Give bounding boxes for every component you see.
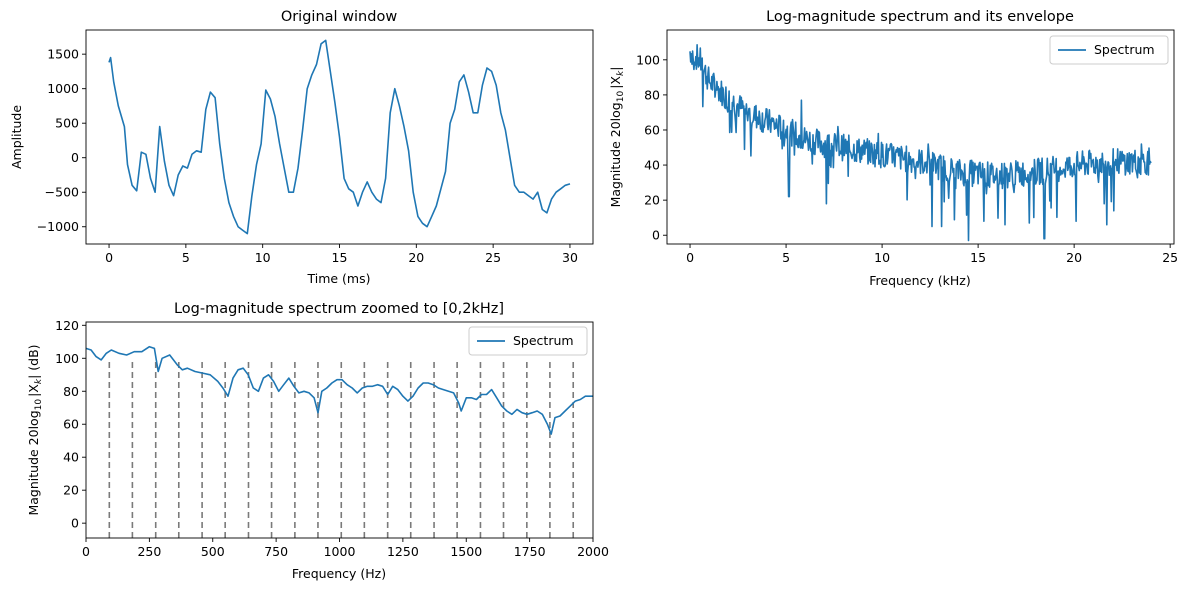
panel-3-title: Log-magnitude spectrum zoomed to [0,2kHz… (174, 301, 504, 317)
panel-3-x-tick-label: 1250 (387, 544, 419, 559)
panel-3-legend: Spectrum (468, 326, 588, 356)
panel-1-xlabel: Time (ms) (306, 271, 370, 286)
panel-1-x-tick-label: 30 (562, 250, 578, 265)
panel-3-ylabel-main: Magnitude 20log (26, 410, 41, 515)
panel-3-x-tick-label: 2000 (577, 544, 609, 559)
panel-3-y-tick-label: 120 (55, 318, 79, 333)
panel-1-y-tick-label: −1000 (37, 219, 79, 234)
panel-2-x-tick-label: 25 (1162, 250, 1178, 265)
panel-2-xlabel: Frequency (kHz) (869, 273, 971, 288)
panel-2-spectrum-line (689, 43, 1152, 242)
panel-2-x-tick-label: 20 (1066, 250, 1082, 265)
panel-1-y-tick-label: 500 (55, 116, 79, 131)
panel-3-x-tick-label: 500 (201, 544, 225, 559)
panel-1-x-tick-label: 15 (332, 250, 348, 265)
panel-3-x-tick-label: 1500 (450, 544, 482, 559)
panel-3-y-tick-label: 40 (63, 450, 79, 465)
panel-3-ylabel-tail: |X (26, 384, 41, 397)
panel-2-ylabel: Magnitude 20log10 |Xk| (608, 67, 626, 208)
panel-3-y-tick-label: 100 (55, 351, 79, 366)
panel-3-x-tick-label: 1750 (514, 544, 546, 559)
panel-1-y-ticks: −1000 −500 0 500 1000 1500 (37, 47, 86, 234)
panel-3-x-tick-label: 1000 (324, 544, 356, 559)
panel-2-ylabel-k: k (616, 70, 626, 76)
panel-1-y-tick-label: −500 (45, 185, 79, 200)
panel-2-y-tick-label: 80 (644, 87, 660, 102)
panel-2-y-ticks: 0 20 40 60 80 100 (636, 52, 667, 243)
panel-log-magnitude-spectrum: Log-magnitude spectrum and its envelope … (608, 9, 1178, 288)
panel-1-x-ticks: 0 5 10 15 20 25 30 (105, 244, 578, 265)
panel-2-x-ticks: 0 5 10 15 20 25 (686, 244, 1178, 265)
panel-3-ylabel: Magnitude 20log10 |Xk| (dB) (26, 344, 44, 515)
panel-2-x-tick-label: 10 (874, 250, 890, 265)
panel-2-series (689, 43, 1152, 242)
panel-3-harmonic-lines (108, 358, 575, 538)
panel-2-legend-box (1049, 35, 1169, 65)
panel-3-series (85, 345, 593, 435)
panel-3-legend-label: Spectrum (513, 333, 574, 348)
panel-2-x-tick-label: 5 (782, 250, 790, 265)
panel-1-signal-line (108, 39, 571, 235)
panel-1-axes-frame (85, 29, 594, 245)
panel-2-y-tick-label: 40 (644, 158, 660, 173)
panel-1-x-tick-label: 25 (485, 250, 501, 265)
panel-3-y-tick-label: 80 (63, 384, 79, 399)
panel-2-legend-label: Spectrum (1094, 42, 1155, 57)
panel-2-y-tick-label: 20 (644, 193, 660, 208)
panel-1-x-tick-label: 20 (408, 250, 424, 265)
panel-3-ylabel-k: k (34, 378, 44, 384)
panel-2-y-tick-label: 0 (652, 228, 660, 243)
panel-3-y-tick-label: 60 (63, 417, 79, 432)
panel-2-legend: Spectrum (1049, 35, 1169, 65)
panel-3-ylabel-sub: 10 (34, 399, 44, 411)
panel-3-x-ticks: 0 250 500 750 1000 1250 1500 1750 2000 (82, 538, 609, 559)
panel-1-y-tick-label: 1000 (47, 81, 79, 96)
panel-1-y-tick-label: 0 (71, 150, 79, 165)
panel-3-y-tick-label: 20 (63, 483, 79, 498)
panel-3-xlabel: Frequency (Hz) (292, 566, 386, 581)
panel-2-ylabel-tail: |X (608, 76, 623, 89)
panel-3-x-tick-label: 0 (82, 544, 90, 559)
panel-1-series (108, 39, 571, 235)
panel-2-x-tick-label: 15 (970, 250, 986, 265)
panel-1-y-tick-label: 1500 (47, 47, 79, 62)
panel-3-x-tick-label: 750 (264, 544, 288, 559)
panel-2-y-tick-label: 60 (644, 122, 660, 137)
panel-1-ylabel: Amplitude (9, 105, 24, 169)
panel-3-y-tick-label: 0 (71, 516, 79, 531)
panel-3-axes-frame (85, 321, 594, 539)
panel-2-x-tick-label: 0 (686, 250, 694, 265)
panel-3-x-tick-label: 250 (137, 544, 161, 559)
panel-1-title: Original window (281, 9, 398, 25)
panel-2-title: Log-magnitude spectrum and its envelope (766, 9, 1074, 25)
panel-zoomed-spectrum: Log-magnitude spectrum zoomed to [0,2kHz… (26, 301, 609, 581)
panel-2-axes-frame (666, 29, 1175, 245)
panel-3-spectrum-line (85, 345, 593, 435)
panel-1-x-tick-label: 10 (255, 250, 271, 265)
panel-3-ylabel-end: | (dB) (26, 344, 41, 378)
panel-3-y-ticks: 0 20 40 60 80 100 120 (55, 318, 86, 531)
panel-2-ylabel-main: Magnitude 20log (608, 102, 623, 207)
panel-2-ylabel-sub: 10 (616, 91, 626, 103)
panel-1-x-tick-label: 0 (105, 250, 113, 265)
panel-original-window: Original window 0 5 10 15 20 25 30 −1000 −500 0 5… (9, 9, 594, 286)
panel-1-x-tick-label: 5 (182, 250, 190, 265)
panel-3-legend-box (468, 326, 588, 356)
panel-2-y-tick-label: 100 (636, 52, 660, 67)
panel-2-ylabel-end: | (608, 67, 623, 71)
